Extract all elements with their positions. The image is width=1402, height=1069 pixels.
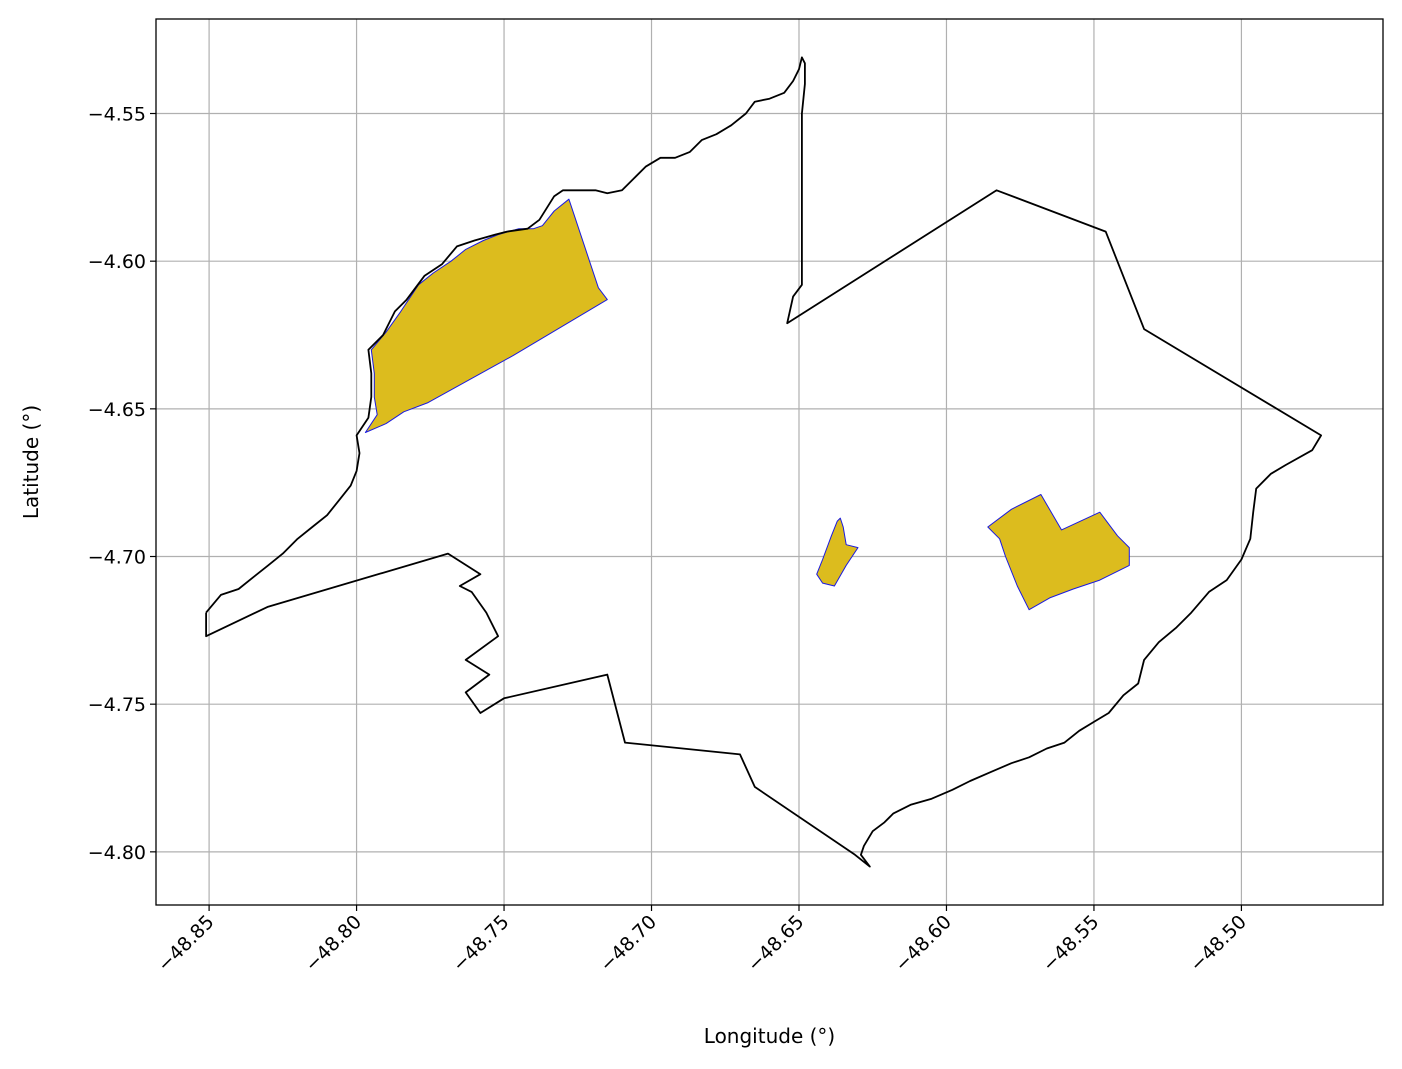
y-tick-label: −4.75	[88, 694, 146, 716]
x-tick-label: −48.65	[743, 911, 808, 976]
highlighted-region-2	[816, 517, 859, 587]
y-tick-label: −4.80	[88, 842, 146, 864]
x-tick-label: −48.50	[1186, 911, 1251, 976]
map-shapes	[205, 56, 1322, 868]
x-tick-label: −48.85	[153, 911, 218, 976]
x-tick-label: −48.55	[1038, 911, 1103, 976]
y-tick-label: −4.55	[88, 104, 146, 126]
y-tick-label: −4.60	[88, 251, 146, 273]
y-axis-label: Latitude (°)	[19, 405, 43, 519]
boundary-outline	[205, 56, 1322, 868]
highlighted-region-1	[364, 198, 608, 433]
x-axis-label: Longitude (°)	[704, 1024, 835, 1048]
y-tick-label: −4.65	[88, 399, 146, 421]
x-tick-label: −48.75	[448, 911, 513, 976]
y-tick-label: −4.70	[88, 547, 146, 569]
x-tick-label: −48.80	[301, 911, 366, 976]
grid-lines	[156, 19, 1383, 905]
highlighted-region-3	[987, 494, 1130, 611]
x-tick-label: −48.70	[596, 911, 661, 976]
x-tick-label: −48.60	[891, 911, 956, 976]
plot-frame	[155, 18, 1384, 906]
